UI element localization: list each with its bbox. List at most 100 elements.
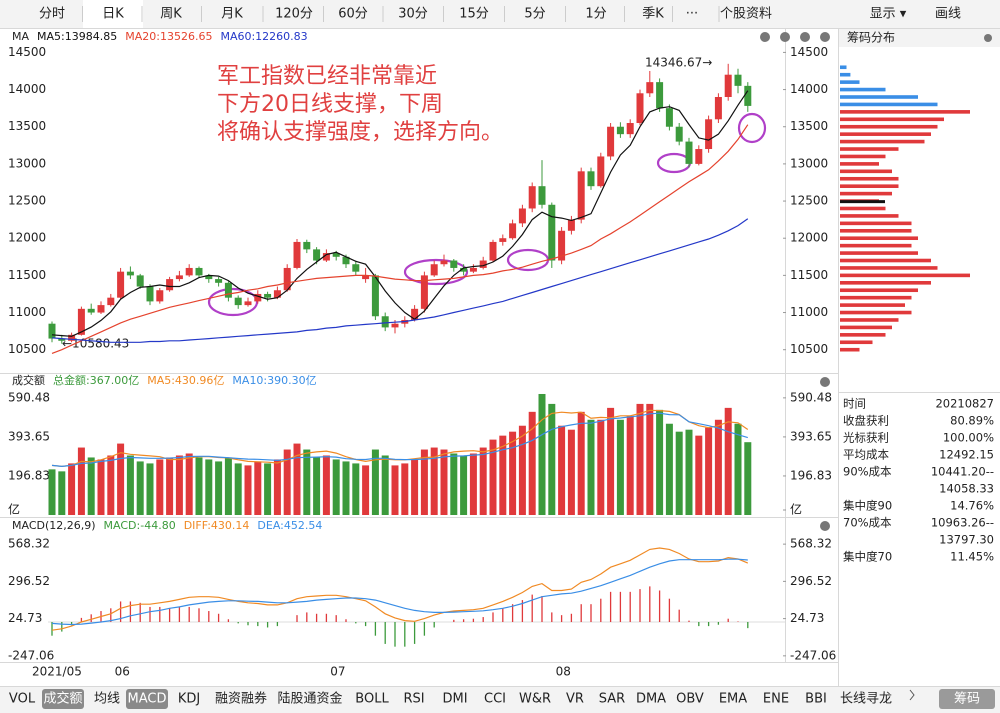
scroll-arrow[interactable] xyxy=(909,689,915,701)
bottom-tab[interactable]: OBV xyxy=(676,692,704,707)
chip-bar xyxy=(840,191,892,196)
candle-body xyxy=(675,126,683,142)
bottom-tab[interactable]: MACD xyxy=(128,692,167,707)
y-tick-label: 590.48 xyxy=(8,390,50,404)
chip-bar xyxy=(840,303,905,307)
tab[interactable]: 5分 xyxy=(524,7,545,22)
bottom-tab[interactable]: VR xyxy=(566,692,584,707)
bottom-tab[interactable]: VOL xyxy=(9,692,36,707)
candle-body xyxy=(744,85,752,106)
y-tick-label-right: 11500 xyxy=(790,268,828,282)
bottom-tab[interactable]: RSI xyxy=(403,692,424,707)
chip-bar xyxy=(840,154,886,159)
note-line: 军工指数已经非常靠近 xyxy=(217,64,437,89)
zoom-in[interactable] xyxy=(780,32,790,42)
y-tick-label: 14000 xyxy=(8,82,46,96)
volume-bar xyxy=(381,455,389,515)
legend-entry: MA60:12260.83 xyxy=(220,30,307,43)
y-tick-label: 568.32 xyxy=(8,537,50,551)
y-tick-label-right: 568.32 xyxy=(790,537,832,551)
candle-body xyxy=(577,171,585,220)
settings[interactable] xyxy=(820,521,830,531)
bottom-tab[interactable]: 成交额 xyxy=(43,691,82,707)
volume-bar xyxy=(126,455,134,515)
bottom-tab[interactable]: ENE xyxy=(763,692,789,707)
candle-body xyxy=(656,82,664,109)
tab[interactable]: 1分 xyxy=(585,7,606,22)
volume-bar xyxy=(548,403,556,515)
bottom-tab[interactable]: DMI xyxy=(442,692,467,707)
tab[interactable]: 120分 xyxy=(275,7,313,22)
bottom-tab[interactable]: 融资融券 xyxy=(215,691,267,707)
volume-bar xyxy=(136,461,144,515)
info-value: 11.45% xyxy=(950,550,994,564)
settings[interactable] xyxy=(820,32,830,42)
tab-active xyxy=(83,0,143,28)
y-tick-label-right: 13500 xyxy=(790,119,828,133)
chip-bar xyxy=(840,124,938,129)
chip-bar xyxy=(840,169,892,174)
bottom-tab[interactable]: W&R xyxy=(519,692,551,707)
candle-body xyxy=(146,286,154,302)
info-value: 10963.26-- xyxy=(931,516,994,530)
candle-body xyxy=(175,275,183,280)
volume-bar xyxy=(156,459,164,515)
y-tick-label-right: 196.83 xyxy=(790,468,832,482)
chip-bar xyxy=(840,87,886,92)
candle-body xyxy=(313,249,321,261)
bottom-tab[interactable]: 陆股通资金 xyxy=(277,691,342,707)
tab[interactable]: 季K xyxy=(642,7,664,22)
info-value: 20210827 xyxy=(935,397,994,411)
candle-body xyxy=(626,123,634,135)
volume-bar xyxy=(68,463,76,515)
candle-body xyxy=(87,308,95,313)
tab[interactable]: 15分 xyxy=(459,7,489,22)
bottom-tab[interactable]: BBI xyxy=(805,692,827,707)
volume-bar xyxy=(97,459,105,515)
bottom-tab[interactable]: 均线 xyxy=(94,692,120,707)
tab[interactable]: 60分 xyxy=(338,7,368,22)
bottom-tab[interactable]: SAR xyxy=(599,692,625,707)
y-tick-label: 24.73 xyxy=(8,611,42,625)
volume-bar xyxy=(58,471,66,515)
chip-bar xyxy=(840,65,847,70)
tab[interactable]: 画线 xyxy=(935,7,961,22)
bottom-tab[interactable]: 筹码 xyxy=(954,691,980,707)
bottom-tab[interactable]: DMA xyxy=(636,692,666,707)
macd-label: MACD:-44.80 xyxy=(104,519,176,532)
volume-bar xyxy=(597,419,605,515)
line-series xyxy=(51,124,749,354)
settings[interactable] xyxy=(984,34,992,42)
tab[interactable]: 30分 xyxy=(398,7,428,22)
x-tick-label: 08 xyxy=(556,665,571,679)
candle-body xyxy=(77,308,85,335)
tab[interactable]: 月K xyxy=(221,7,243,22)
candle-body xyxy=(224,282,232,298)
bottom-tab[interactable]: EMA xyxy=(719,692,747,707)
tab[interactable]: 周K xyxy=(160,7,182,22)
bottom-tab[interactable]: CCI xyxy=(484,692,506,707)
y-tick-label-right: 590.48 xyxy=(790,390,832,404)
volume-bar xyxy=(283,449,291,515)
circle xyxy=(403,258,469,286)
chip-bar xyxy=(840,176,899,181)
settings[interactable] xyxy=(820,377,830,387)
candle-body xyxy=(254,293,262,302)
bottom-tab[interactable]: KDJ xyxy=(178,692,200,707)
info-value: 80.89% xyxy=(950,414,994,428)
tab[interactable]: ··· xyxy=(686,7,698,22)
zoom-in[interactable] xyxy=(800,32,810,42)
tab[interactable]: 个股资料 xyxy=(720,7,772,22)
bottom-tab[interactable]: 长线寻龙 xyxy=(840,692,892,707)
chip-title: 筹码分布 xyxy=(847,31,895,45)
info-label: 集中度70 xyxy=(843,550,892,564)
candle-body xyxy=(705,119,713,150)
tab[interactable]: 显示 ▾ xyxy=(870,7,907,22)
bottom-tab[interactable]: BOLL xyxy=(355,692,389,707)
tab[interactable]: 分时 xyxy=(39,7,65,22)
chip-bar xyxy=(840,258,931,263)
candle-body xyxy=(322,253,330,261)
tab[interactable]: 日K xyxy=(102,7,124,22)
zoom-out[interactable] xyxy=(760,32,770,42)
